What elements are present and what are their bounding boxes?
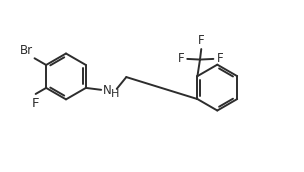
Text: F: F (198, 34, 205, 47)
Text: F: F (216, 52, 223, 65)
Text: Br: Br (20, 44, 33, 57)
Text: H: H (111, 89, 120, 99)
Text: F: F (178, 52, 184, 65)
Text: F: F (32, 97, 40, 110)
Text: N: N (102, 84, 111, 97)
